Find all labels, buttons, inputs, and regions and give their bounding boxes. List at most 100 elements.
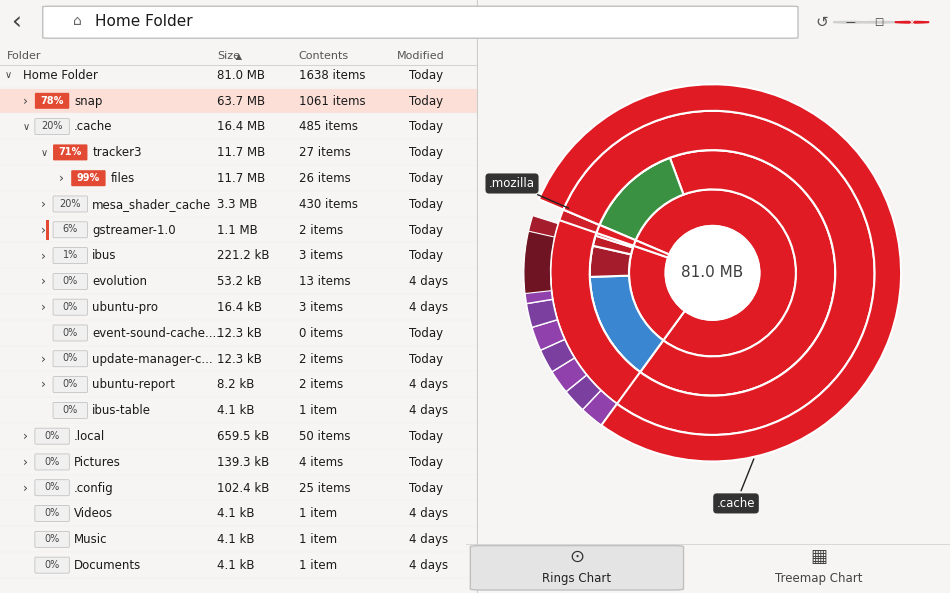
Circle shape xyxy=(895,21,929,23)
Wedge shape xyxy=(550,277,590,280)
Wedge shape xyxy=(555,362,595,403)
Text: .cache: .cache xyxy=(716,459,755,510)
Text: 27 items: 27 items xyxy=(298,146,351,159)
Text: Today: Today xyxy=(408,172,443,185)
Text: Today: Today xyxy=(408,95,443,107)
Text: Music: Music xyxy=(74,533,107,546)
Wedge shape xyxy=(524,279,553,304)
Text: 16.4 kB: 16.4 kB xyxy=(218,301,262,314)
FancyBboxPatch shape xyxy=(43,7,798,39)
Text: ›: › xyxy=(41,301,47,314)
Wedge shape xyxy=(576,385,617,425)
Text: 63.7 MB: 63.7 MB xyxy=(218,95,266,107)
Text: ∨: ∨ xyxy=(5,71,12,80)
Text: 11.7 MB: 11.7 MB xyxy=(218,146,266,159)
Text: 485 items: 485 items xyxy=(298,120,357,133)
FancyBboxPatch shape xyxy=(53,273,87,289)
Text: 4.1 kB: 4.1 kB xyxy=(218,508,255,520)
Text: 0%: 0% xyxy=(45,508,60,518)
Text: ›: › xyxy=(23,95,28,107)
Text: Size: Size xyxy=(218,52,240,61)
Text: .cache: .cache xyxy=(74,120,112,133)
Text: Today: Today xyxy=(408,120,443,133)
Text: ›: › xyxy=(41,224,47,237)
Text: snap: snap xyxy=(74,95,103,107)
Text: ↺: ↺ xyxy=(815,15,827,30)
Text: Today: Today xyxy=(408,456,443,468)
Wedge shape xyxy=(524,278,551,281)
Text: 1.1 MB: 1.1 MB xyxy=(218,224,258,237)
Text: ›: › xyxy=(41,250,47,262)
Text: ▲: ▲ xyxy=(233,52,242,61)
Text: Today: Today xyxy=(408,430,443,443)
Text: event-sound-cache....: event-sound-cache.... xyxy=(92,327,220,340)
Wedge shape xyxy=(590,246,631,277)
Text: 4 days: 4 days xyxy=(408,508,447,520)
FancyBboxPatch shape xyxy=(470,546,683,590)
Text: ›: › xyxy=(41,378,47,391)
Wedge shape xyxy=(593,235,633,254)
Text: 0%: 0% xyxy=(45,431,60,441)
Text: 1 item: 1 item xyxy=(298,508,337,520)
Text: ⊙: ⊙ xyxy=(569,548,584,566)
Text: 4.1 kB: 4.1 kB xyxy=(218,533,255,546)
FancyBboxPatch shape xyxy=(53,377,87,393)
Text: 1 item: 1 item xyxy=(298,404,337,417)
Text: 1%: 1% xyxy=(63,250,78,260)
Text: Documents: Documents xyxy=(74,559,142,572)
Text: 78%: 78% xyxy=(41,95,64,106)
Text: mesa_shader_cache: mesa_shader_cache xyxy=(92,198,212,211)
Text: 2 items: 2 items xyxy=(298,224,343,237)
Text: 0%: 0% xyxy=(63,380,78,389)
Wedge shape xyxy=(599,158,683,240)
Text: 11.7 MB: 11.7 MB xyxy=(218,172,266,185)
Wedge shape xyxy=(526,299,558,327)
FancyBboxPatch shape xyxy=(46,220,48,240)
FancyBboxPatch shape xyxy=(53,402,87,419)
Text: ubuntu-pro: ubuntu-pro xyxy=(92,301,159,314)
Text: 81.0 MB: 81.0 MB xyxy=(218,69,265,82)
Text: 4.1 kB: 4.1 kB xyxy=(218,404,255,417)
Text: 4 days: 4 days xyxy=(408,275,447,288)
Text: 4 days: 4 days xyxy=(408,301,447,314)
FancyBboxPatch shape xyxy=(71,170,105,186)
Text: Today: Today xyxy=(408,327,443,340)
Wedge shape xyxy=(532,320,564,350)
Wedge shape xyxy=(640,150,835,396)
Wedge shape xyxy=(551,278,640,404)
FancyBboxPatch shape xyxy=(53,299,87,315)
Text: ‹: ‹ xyxy=(11,10,22,34)
Text: ›: › xyxy=(23,430,28,443)
Text: 1 item: 1 item xyxy=(298,559,337,572)
Text: 0%: 0% xyxy=(45,457,60,467)
Text: 0%: 0% xyxy=(63,353,78,364)
Wedge shape xyxy=(566,375,601,410)
Wedge shape xyxy=(552,358,587,392)
Text: ›: › xyxy=(41,198,47,211)
Text: 20%: 20% xyxy=(42,122,63,131)
Text: 0%: 0% xyxy=(45,560,60,570)
Wedge shape xyxy=(634,240,669,257)
Text: 4 days: 4 days xyxy=(408,533,447,546)
Text: 0%: 0% xyxy=(63,328,78,337)
Text: ›: › xyxy=(41,275,47,288)
Text: ⌂: ⌂ xyxy=(73,14,82,28)
Text: 2 items: 2 items xyxy=(298,353,343,365)
Text: Today: Today xyxy=(408,146,443,159)
Text: ubuntu-report: ubuntu-report xyxy=(92,378,175,391)
Text: .config: .config xyxy=(74,482,114,495)
Wedge shape xyxy=(596,233,634,247)
FancyBboxPatch shape xyxy=(35,480,69,496)
Circle shape xyxy=(833,21,867,23)
FancyBboxPatch shape xyxy=(53,222,87,238)
Text: evolution: evolution xyxy=(92,275,147,288)
Text: Videos: Videos xyxy=(74,508,113,520)
Text: Rings Chart: Rings Chart xyxy=(542,572,612,585)
Text: 1 item: 1 item xyxy=(298,533,337,546)
Circle shape xyxy=(665,226,760,320)
Text: 4 days: 4 days xyxy=(408,559,447,572)
Text: Today: Today xyxy=(408,482,443,495)
Wedge shape xyxy=(523,255,551,279)
Wedge shape xyxy=(636,189,796,356)
FancyBboxPatch shape xyxy=(0,89,478,113)
